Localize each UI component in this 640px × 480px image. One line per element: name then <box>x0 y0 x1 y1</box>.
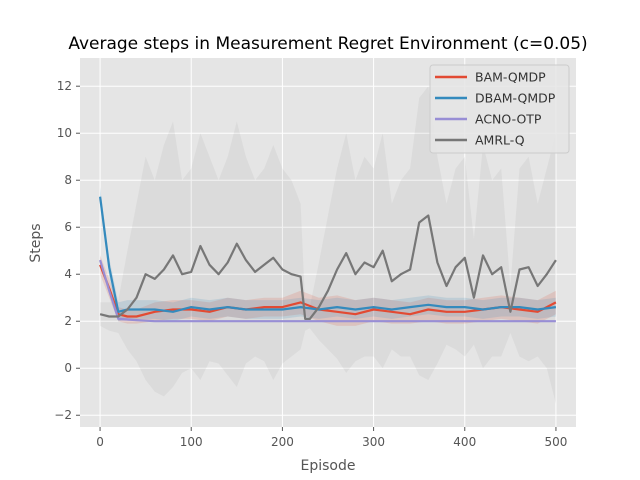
series-lines <box>99 196 557 323</box>
y-tick-label: 8 <box>64 173 72 187</box>
amrl-q-band <box>100 86 556 404</box>
legend: BAM-QMDP DBAM-QMDP ACNO-OTP AMRL-Q <box>429 64 570 154</box>
x-tick-label: 500 <box>544 435 567 449</box>
legend-label-dbam-qmdp: DBAM-QMDP <box>475 91 556 106</box>
y-tick-label: 4 <box>64 267 72 281</box>
y-tick-label: −2 <box>54 408 72 422</box>
x-tick-label: 300 <box>362 435 385 449</box>
dbam-qmdp-line <box>99 196 557 313</box>
x-tick-label: 200 <box>271 435 294 449</box>
y-tick-label: 2 <box>64 314 72 328</box>
legend-label-acno-otp: ACNO-OTP <box>475 112 542 127</box>
x-tick-label: 400 <box>453 435 476 449</box>
legend-label-amrl-q: AMRL-Q <box>475 133 525 148</box>
y-tick-label: 12 <box>57 79 72 93</box>
y-axis-label: Steps <box>28 223 44 262</box>
x-tick-label: 100 <box>180 435 203 449</box>
x-axis-label: Episode <box>301 458 356 474</box>
y-tick-label: 0 <box>64 361 72 375</box>
y-tick-label: 10 <box>57 126 72 140</box>
legend-label-bam-qmdp: BAM-QMDP <box>475 70 546 85</box>
legend-box <box>429 64 570 154</box>
amrl-q-line <box>99 214 557 320</box>
x-tick-label: 0 <box>96 435 104 449</box>
chart-title: Average steps in Measurement Regret Envi… <box>68 34 587 54</box>
acno-otp-line <box>99 259 556 323</box>
bam-qmdp-line <box>99 264 557 318</box>
y-tick-label: 6 <box>64 220 72 234</box>
axis-ticks: 0 100 200 300 400 500 −2 0 2 4 6 8 10 12 <box>54 79 567 449</box>
